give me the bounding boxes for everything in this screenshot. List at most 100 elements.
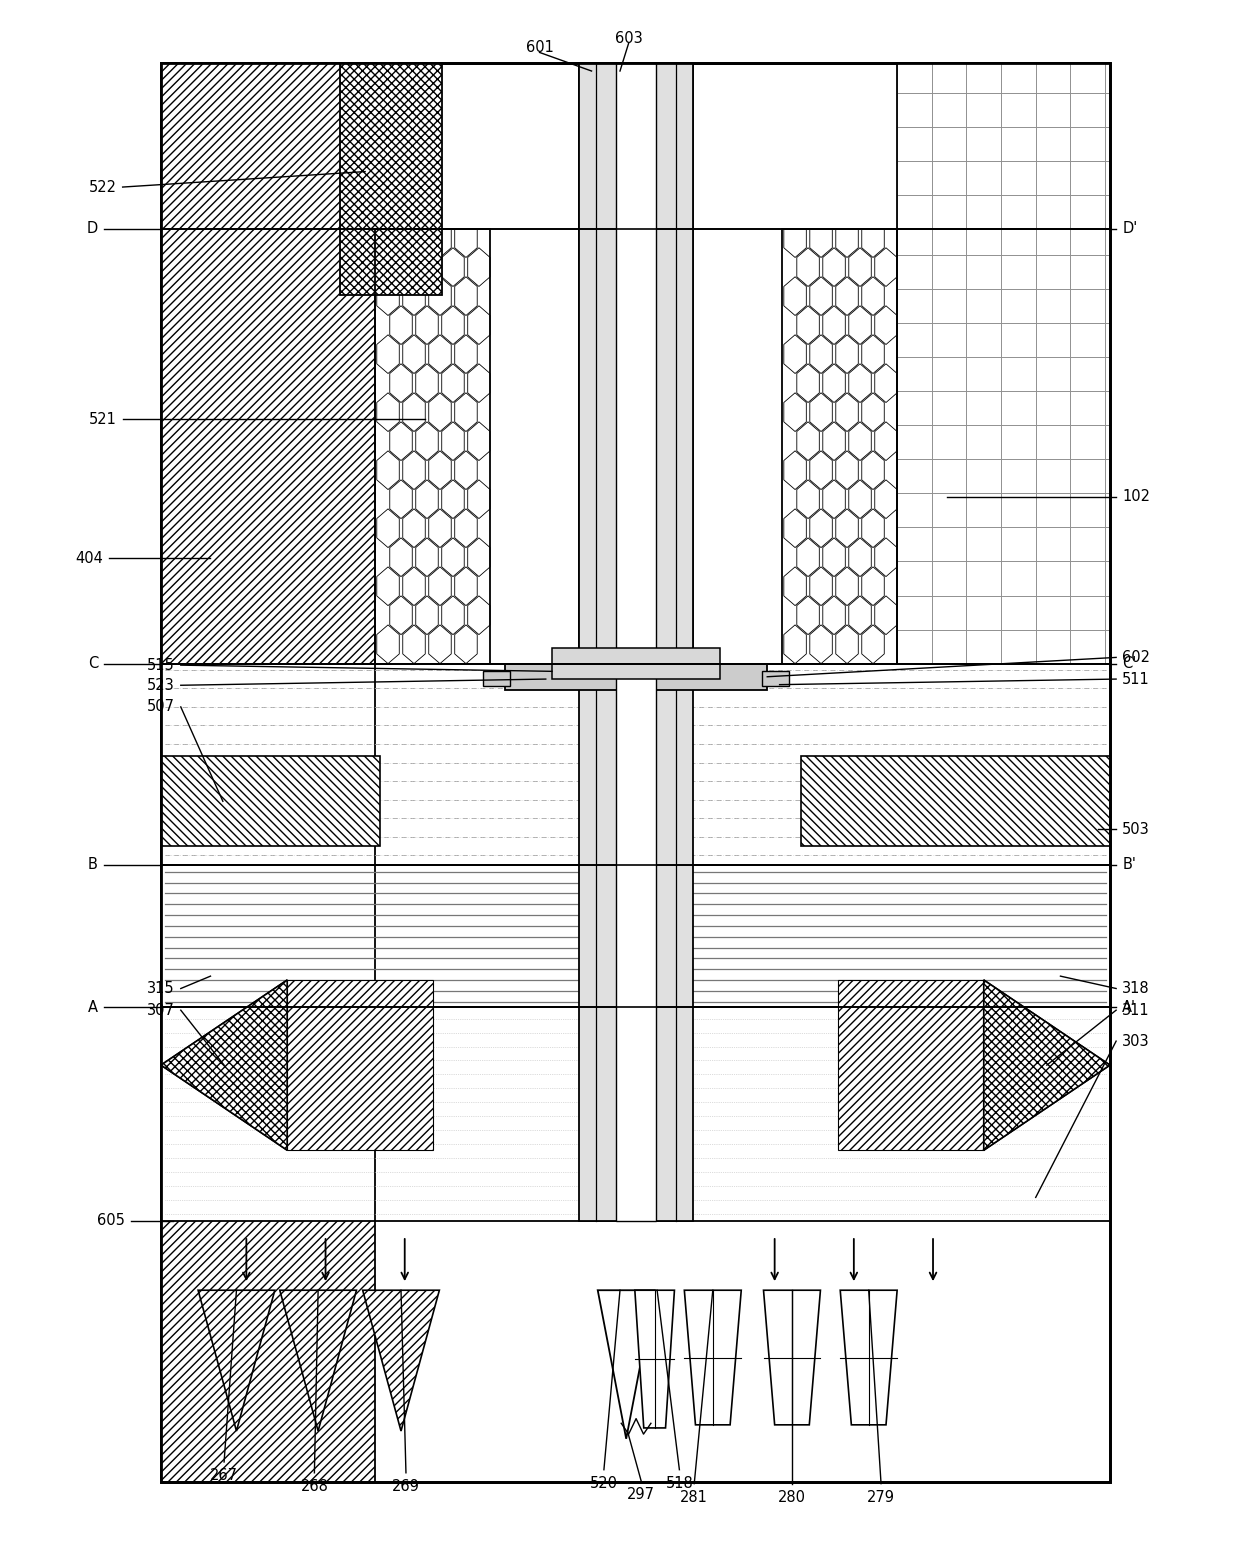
Polygon shape: [848, 364, 872, 403]
Polygon shape: [823, 305, 846, 344]
Polygon shape: [415, 305, 438, 344]
Bar: [1001, 629, 1035, 663]
Bar: [897, 391, 931, 425]
Polygon shape: [377, 625, 399, 663]
Bar: [1105, 64, 1110, 93]
Polygon shape: [836, 451, 858, 490]
Bar: [931, 459, 966, 493]
Polygon shape: [823, 248, 846, 287]
Text: 311: 311: [1122, 1003, 1149, 1018]
Bar: [1001, 324, 1035, 356]
Bar: [1001, 527, 1035, 561]
Polygon shape: [848, 422, 872, 460]
Bar: [763, 671, 790, 687]
Polygon shape: [874, 480, 897, 519]
Polygon shape: [415, 538, 438, 577]
Bar: [1070, 629, 1105, 663]
Polygon shape: [441, 422, 464, 460]
Polygon shape: [467, 538, 490, 577]
Polygon shape: [848, 538, 872, 577]
Bar: [931, 425, 966, 459]
Bar: [966, 64, 1001, 93]
Polygon shape: [848, 248, 872, 287]
Polygon shape: [403, 451, 425, 490]
Polygon shape: [198, 1290, 275, 1431]
Bar: [1035, 290, 1070, 324]
Bar: [931, 290, 966, 324]
Bar: [801, 756, 1110, 846]
Polygon shape: [441, 480, 464, 519]
Polygon shape: [467, 595, 490, 634]
Bar: [966, 324, 1001, 356]
Bar: [1001, 459, 1035, 493]
Polygon shape: [764, 1290, 821, 1424]
Polygon shape: [403, 567, 425, 606]
Bar: [341, 64, 441, 296]
Text: B': B': [1122, 857, 1136, 873]
Polygon shape: [429, 451, 451, 490]
Polygon shape: [467, 422, 490, 460]
Bar: [966, 290, 1001, 324]
Polygon shape: [810, 335, 832, 374]
Bar: [1105, 127, 1110, 161]
Bar: [161, 64, 1110, 1482]
Bar: [288, 980, 433, 1150]
Polygon shape: [280, 1290, 356, 1431]
Bar: [1070, 161, 1105, 195]
Polygon shape: [467, 305, 490, 344]
Bar: [1105, 629, 1110, 663]
Bar: [1001, 595, 1035, 629]
Bar: [1001, 127, 1035, 161]
Polygon shape: [848, 480, 872, 519]
Text: 602: 602: [1122, 649, 1151, 665]
Bar: [161, 64, 374, 1482]
Polygon shape: [441, 364, 464, 403]
Polygon shape: [684, 1290, 742, 1424]
Bar: [931, 195, 966, 229]
Polygon shape: [455, 335, 477, 374]
Text: 521: 521: [88, 412, 117, 426]
Text: 404: 404: [74, 550, 103, 566]
Polygon shape: [810, 229, 832, 257]
Bar: [966, 629, 1001, 663]
Bar: [1001, 391, 1035, 425]
Polygon shape: [377, 277, 399, 316]
Polygon shape: [389, 480, 412, 519]
Bar: [1105, 161, 1110, 195]
Polygon shape: [441, 305, 464, 344]
Bar: [1070, 324, 1105, 356]
Polygon shape: [161, 980, 288, 1150]
Bar: [931, 64, 966, 93]
Polygon shape: [862, 392, 884, 431]
Text: 522: 522: [88, 180, 117, 195]
Bar: [1105, 356, 1110, 391]
Polygon shape: [784, 508, 806, 547]
Bar: [1070, 425, 1105, 459]
Bar: [1070, 64, 1105, 93]
Bar: [1035, 324, 1070, 356]
Text: 520: 520: [590, 1476, 618, 1491]
Bar: [897, 64, 1110, 229]
Bar: [552, 648, 720, 679]
Polygon shape: [415, 595, 438, 634]
Polygon shape: [455, 508, 477, 547]
Text: 518: 518: [666, 1476, 693, 1491]
Bar: [161, 865, 1110, 1008]
Bar: [931, 127, 966, 161]
Polygon shape: [598, 1290, 655, 1438]
Bar: [931, 527, 966, 561]
Polygon shape: [403, 392, 425, 431]
Polygon shape: [862, 451, 884, 490]
Polygon shape: [836, 567, 858, 606]
Polygon shape: [983, 980, 1110, 1150]
Bar: [1105, 256, 1110, 290]
Bar: [966, 161, 1001, 195]
Bar: [1001, 161, 1035, 195]
Bar: [897, 256, 931, 290]
Bar: [897, 161, 931, 195]
Polygon shape: [389, 595, 412, 634]
Bar: [966, 595, 1001, 629]
Bar: [966, 459, 1001, 493]
Polygon shape: [823, 364, 846, 403]
Bar: [966, 493, 1001, 527]
